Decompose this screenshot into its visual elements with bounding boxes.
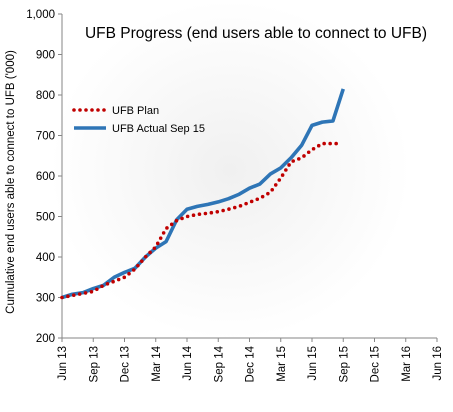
x-tick-label: Dec 15 (370, 346, 382, 382)
x-tick-label: Jun 14 (182, 345, 194, 380)
x-tick-label: Dec 13 (120, 346, 132, 382)
y-tick-label: 800 (36, 90, 55, 102)
legend-label: UFB Actual Sep 15 (112, 123, 205, 135)
y-tick-label: 400 (36, 252, 55, 264)
y-axis-title: Cumulative end users able to connect to … (5, 50, 17, 314)
y-tick-label: 500 (36, 212, 55, 224)
y-tick-label: 300 (36, 293, 55, 305)
actual-series-line (61, 88, 345, 300)
legend-label: UFB Plan (112, 105, 159, 117)
x-tick-label: Sep 13 (88, 346, 100, 382)
chart-title: UFB Progress (end users able to connect … (85, 25, 427, 42)
y-tick-label: 600 (36, 171, 55, 183)
y-tick-label: 200 (36, 333, 55, 345)
x-tick-label: Mar 15 (276, 346, 288, 382)
x-tick-label: Dec 14 (245, 345, 257, 382)
x-tick-label: Mar 16 (401, 346, 413, 382)
axes (61, 14, 437, 339)
legend: UFB Plan UFB Actual Sep 15 (72, 105, 205, 135)
x-tick-label: Jun 13 (57, 346, 69, 381)
y-tick-label: 700 (36, 131, 55, 143)
y-tick-label: 1,000 (26, 9, 55, 21)
y-tick-label: 900 (36, 50, 55, 62)
x-tick-label: Mar 14 (151, 345, 163, 381)
x-tick-label: Jun 16 (432, 346, 444, 381)
plan-series-line (60, 141, 339, 300)
y-axis-ticks: 200 300 400 500 600 700 800 900 1,000 (26, 9, 62, 345)
series-layer (60, 88, 345, 300)
x-axis-ticks: Jun 13 Sep 13 Dec 13 Mar 14 Jun 14 Sep 14 Dec … (57, 338, 444, 382)
x-tick-label: Jun 15 (307, 346, 319, 381)
x-tick-label: Sep 15 (338, 346, 350, 382)
x-tick-label: Sep 14 (213, 345, 225, 382)
